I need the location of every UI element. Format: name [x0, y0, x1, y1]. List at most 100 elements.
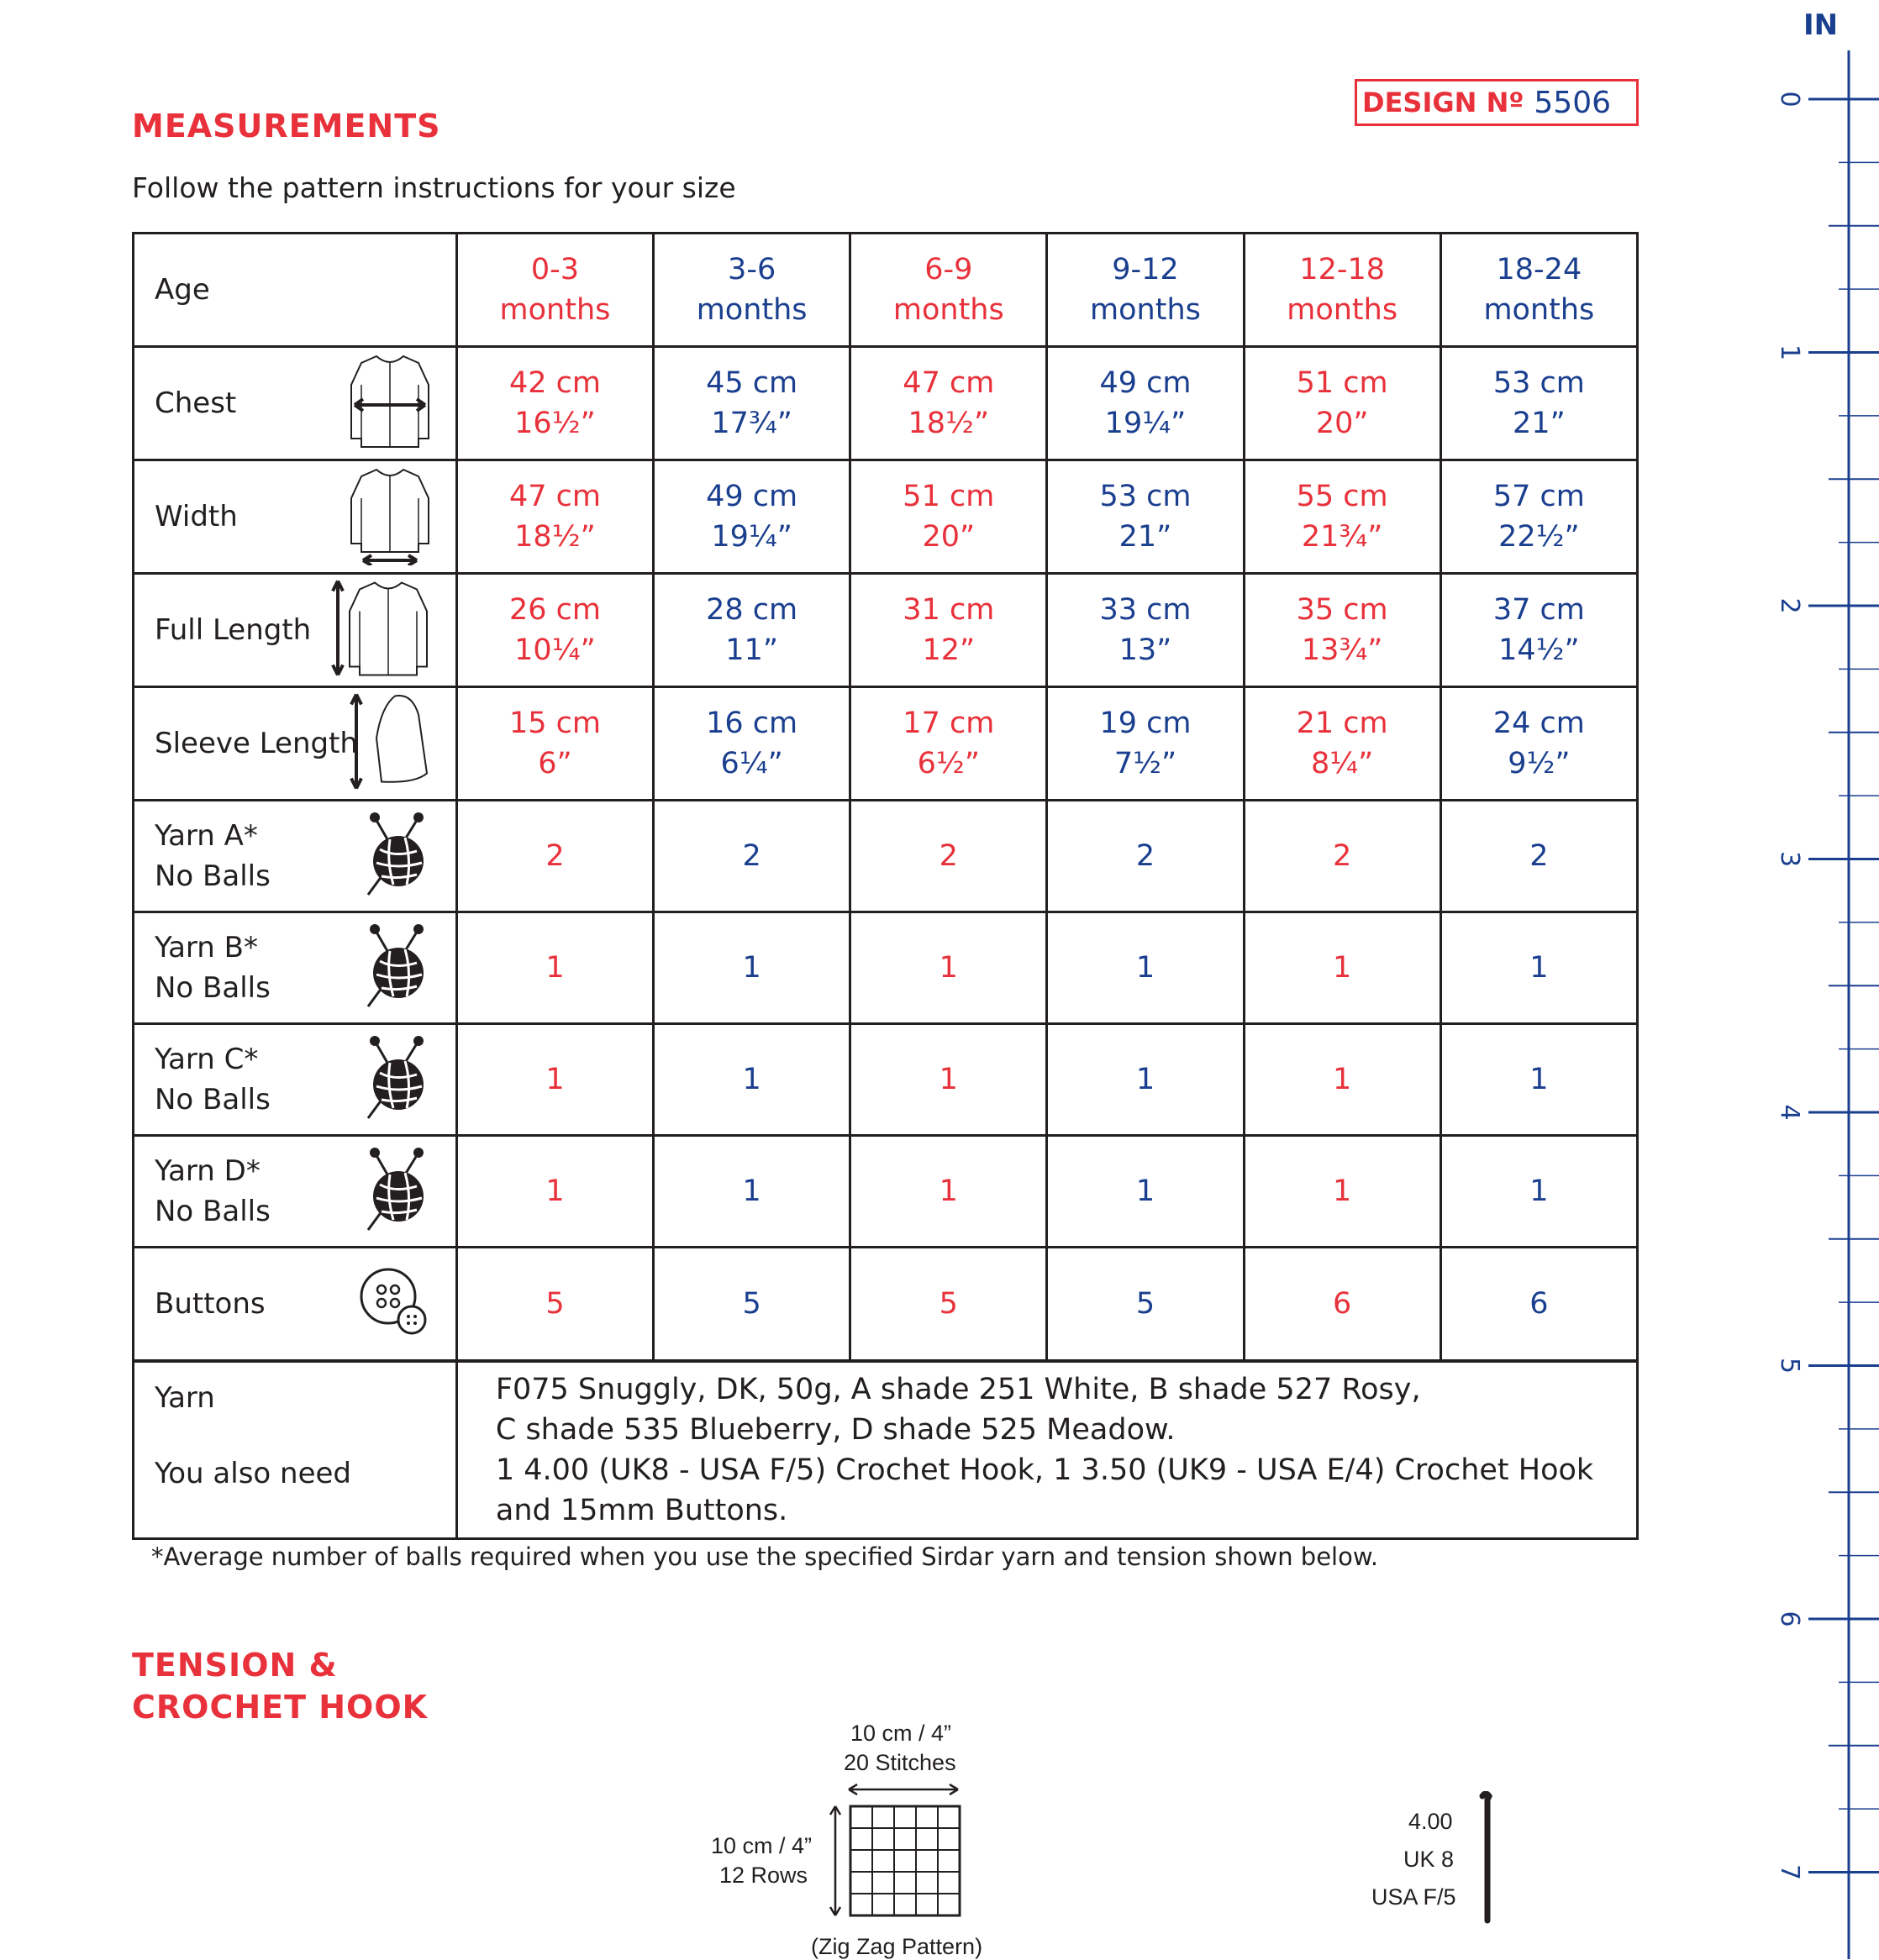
row-label-cell: Yarn D* No Balls: [132, 1134, 458, 1248]
size-value-cell: 53 cm 21”: [1045, 459, 1245, 575]
size-value-cell: 1: [849, 1022, 1049, 1137]
table-row: Yarn D* No Balls 1 1 1 1 1 1: [132, 1134, 1640, 1248]
size-value-cell: 26 cm 10¼”: [455, 572, 655, 688]
ruler-number: 2: [1775, 597, 1804, 613]
hook-size: 4.00: [1408, 1809, 1453, 1834]
size-value-cell: 37 cm 14½”: [1439, 572, 1640, 688]
row-label-cell: Yarn A* No Balls: [132, 799, 458, 913]
size-value-cell: 1: [1242, 1134, 1442, 1248]
row-label: Full Length: [155, 613, 312, 647]
size-value-cell: 51 cm 20”: [1242, 345, 1442, 461]
yarn-ball-icon: [361, 1146, 432, 1237]
tension-title-line2: CROCHET HOOK: [132, 1689, 429, 1726]
measurements-table: Age 0-3 months 3-6 months 6-9 months 9-12 mo…: [132, 232, 1640, 1540]
size-value-cell: 17 cm 6½”: [849, 686, 1049, 801]
yarn-ball-icon: [361, 811, 432, 901]
size-value-cell: 6: [1242, 1246, 1442, 1363]
row-label-cell: Buttons: [132, 1246, 458, 1363]
size-value-cell: 5: [1045, 1246, 1245, 1363]
row-label: Chest: [155, 386, 237, 420]
size-value-cell: 1: [1242, 1022, 1442, 1137]
table-row: Yarn C* No Balls 1 1 1 1 1 1: [132, 1022, 1640, 1137]
size-value-cell: 1: [1242, 911, 1442, 1025]
size-value-cell: 2: [1242, 799, 1442, 913]
size-value-cell: 1: [1439, 911, 1640, 1025]
size-value-cell: 53 cm 21”: [1439, 345, 1640, 461]
size-value-cell: 1: [652, 1022, 852, 1137]
ruler-number: 7: [1775, 1864, 1804, 1880]
table-row: Width 47 cm 18½” 49 cm 19¼” 51 cm 20” 53 cm …: [132, 459, 1640, 575]
size-value-cell: 1: [1045, 1134, 1245, 1248]
inch-ruler: IN 0 1 2 3 4 5 6 7: [1765, 0, 1879, 1959]
tension-title-line1: TENSION &: [132, 1647, 338, 1684]
row-label-cell: Yarn B* No Balls: [132, 911, 458, 1025]
row-label: Age: [155, 273, 210, 307]
hook-usa: USA F/5: [1371, 1884, 1456, 1910]
ruler-unit-label: IN: [1803, 8, 1839, 42]
hook-uk: UK 8: [1403, 1847, 1455, 1872]
tension-height-measure: 10 cm / 4”: [711, 1833, 813, 1858]
size-value-cell: 15 cm 6”: [455, 686, 655, 801]
size-value-cell: 45 cm 17¾”: [652, 345, 852, 461]
size-value-cell: 47 cm 18½”: [849, 345, 1049, 461]
row-label-cell: Chest: [132, 345, 458, 461]
table-row: Full Length 26 cm 10¼” 28 cm 11” 31 cm 12” 3…: [132, 572, 1640, 688]
row-label-cell: Width: [132, 459, 458, 575]
yarn-labels-cell: Yarn You also need: [132, 1359, 458, 1540]
size-value-cell: 0-3 months: [455, 232, 655, 348]
button-icon: [356, 1264, 432, 1343]
row-label-cell: Yarn C* No Balls: [132, 1022, 458, 1137]
table-row: Sleeve Length 15 cm 6” 16 cm 6¼” 17 cm 6½” 1…: [132, 686, 1640, 801]
cardigan-chest-icon: [348, 351, 432, 455]
sleeve-length-icon: [348, 690, 432, 798]
ruler-number: 6: [1775, 1611, 1804, 1626]
size-value-cell: 1: [1439, 1134, 1640, 1248]
table-row: Age 0-3 months 3-6 months 6-9 months 9-12 mo…: [132, 232, 1640, 348]
subtitle: Follow the pattern instructions for your…: [132, 171, 736, 204]
size-value-cell: 12-18 months: [1242, 232, 1442, 348]
yarn-text-2: C shade 535 Blueberry, D shade 525 Meado…: [495, 1413, 1176, 1447]
size-value-cell: 1: [455, 911, 655, 1025]
size-value-cell: 57 cm 22½”: [1439, 459, 1640, 575]
size-value-cell: 2: [1439, 799, 1640, 913]
size-value-cell: 1: [455, 1134, 655, 1248]
tension-pattern: (Zig Zag Pattern): [811, 1934, 983, 1959]
tension-stitches: 20 Stitches: [844, 1750, 956, 1775]
cardigan-width-icon: [348, 465, 432, 569]
ruler-number: 4: [1775, 1104, 1804, 1120]
row-label: Yarn C* No Balls: [155, 1043, 271, 1117]
ruler-number: 1: [1775, 344, 1804, 360]
size-value-cell: 2: [1045, 799, 1245, 913]
size-value-cell: 2: [849, 799, 1049, 913]
size-value-cell: 9-12 months: [1045, 232, 1245, 348]
size-value-cell: 1: [849, 911, 1049, 1025]
size-value-cell: 5: [849, 1246, 1049, 1363]
row-label: Yarn D* No Balls: [155, 1154, 271, 1228]
size-value-cell: 1: [455, 1022, 655, 1137]
size-value-cell: 16 cm 6¼”: [652, 686, 852, 801]
cardigan-length-icon: [331, 576, 432, 685]
size-value-cell: 1: [652, 911, 852, 1025]
size-value-cell: 18-24 months: [1439, 232, 1640, 348]
size-value-cell: 1: [1045, 911, 1245, 1025]
row-label: Width: [155, 500, 238, 533]
row-label: Yarn B* No Balls: [155, 931, 271, 1005]
crochet-hook-icon: [1479, 1791, 1493, 1924]
size-value-cell: 2: [652, 799, 852, 913]
yarn-text-1: F075 Snuggly, DK, 50g, A shade 251 White…: [495, 1373, 1421, 1406]
size-value-cell: 42 cm 16½”: [455, 345, 655, 461]
table-row: Yarn A* No Balls 2 2 2 2 2 2: [132, 799, 1640, 913]
row-label-cell: Full Length: [132, 572, 458, 688]
size-value-cell: 6: [1439, 1246, 1640, 1363]
table-row: Buttons 5 5 5 5 6 6: [132, 1246, 1640, 1363]
size-value-cell: 33 cm 13”: [1045, 572, 1245, 688]
size-value-cell: 5: [652, 1246, 852, 1363]
size-value-cell: 24 cm 9½”: [1439, 686, 1640, 801]
yarn-label: Yarn: [155, 1381, 215, 1415]
yarn-info-row: Yarn You also need F075 Snuggly, DK, 50g, …: [132, 1359, 1640, 1540]
also-text-1: 1 4.00 (UK8 - USA F/5) Crochet Hook, 1 3…: [495, 1453, 1594, 1487]
size-value-cell: 5: [455, 1246, 655, 1363]
size-value-cell: 51 cm 20”: [849, 459, 1049, 575]
tension-rows: 12 Rows: [719, 1863, 808, 1888]
size-value-cell: 21 cm 8¼”: [1242, 686, 1442, 801]
